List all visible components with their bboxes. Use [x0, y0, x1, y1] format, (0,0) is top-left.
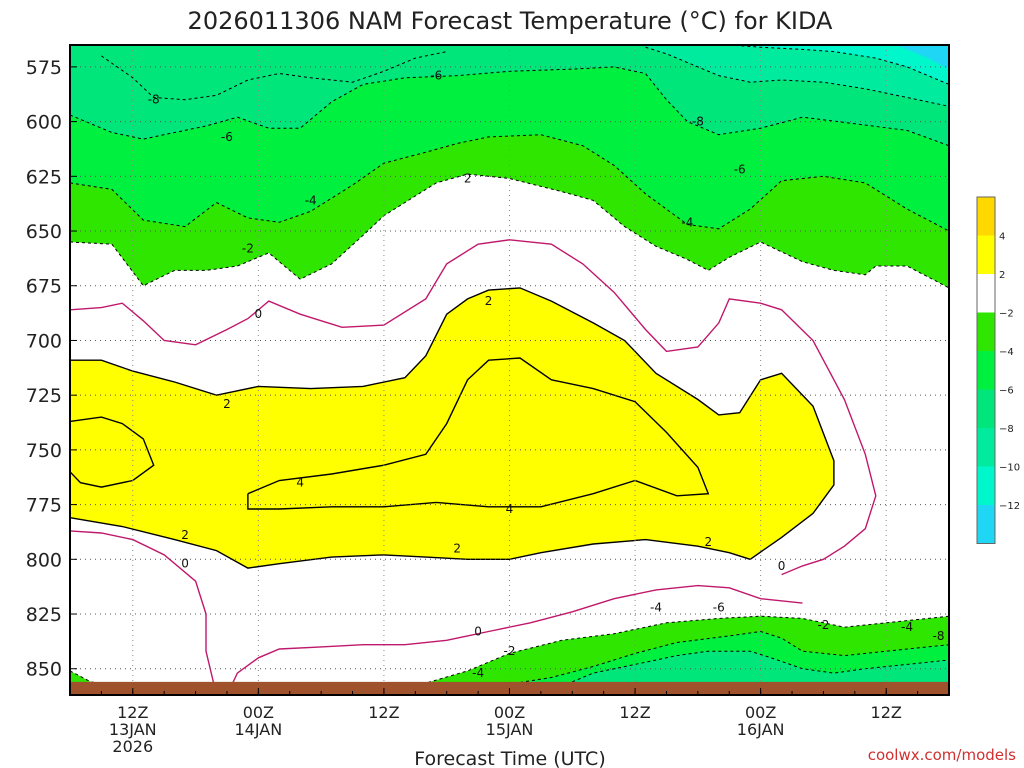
contour-m2-upper: [70, 173, 949, 289]
contour-label: -4: [901, 620, 913, 634]
contour-0-lower: [70, 530, 218, 695]
x-tick-label: 00Z: [494, 703, 525, 722]
colorbar-label: −12: [999, 501, 1020, 512]
contour-label: 0: [255, 307, 263, 321]
contour-label: -6: [713, 600, 725, 614]
contour-label: -2: [242, 242, 254, 256]
contour-m2-lower: [70, 670, 280, 695]
y-tick-label: 675: [26, 276, 62, 298]
contour-label: 2: [464, 172, 472, 186]
contour-m4-lower: [467, 630, 949, 695]
contour-label: -4: [305, 193, 317, 207]
x-tick-label: 16JAN: [737, 720, 785, 739]
contour-2-outer: [70, 287, 835, 569]
contour-label: 2: [223, 397, 231, 411]
band-lte-12-corner: [896, 45, 949, 70]
contour-4-west: [70, 416, 155, 488]
contour-label: 2: [453, 541, 461, 555]
colorbar-bin: [977, 466, 995, 505]
y-tick-label: 700: [26, 330, 62, 352]
x-tick-label: 13JAN: [109, 720, 157, 739]
colorbar-bin: [977, 274, 995, 313]
x-tick-label: 2026: [112, 737, 153, 756]
colorbar-label: 2: [999, 270, 1005, 281]
band-gte-2: [70, 287, 834, 569]
contour-m8-nw: [101, 51, 447, 101]
y-tick-label: 600: [26, 112, 62, 134]
colorbar-bin: [977, 505, 995, 544]
colorbar-bin: [977, 197, 995, 236]
colorbar-label: −2: [999, 309, 1014, 320]
colorbar-label: −8: [999, 424, 1014, 435]
y-tick-label: 775: [26, 495, 62, 517]
y-tick-label: 725: [26, 385, 62, 407]
contour-label: -4: [650, 600, 662, 614]
y-tick-label: 825: [26, 604, 62, 626]
y-tick-label: 850: [26, 659, 62, 681]
axes: 57560062565067570072575077580082585012Z1…: [26, 57, 950, 756]
contour-label: 2: [485, 294, 493, 308]
colorbar: 4 2 −2 −4 −6 −8 −10 −12: [976, 196, 1020, 544]
contour-label: -6: [430, 69, 442, 83]
contour-0-lower-b: [226, 584, 803, 695]
contour-label: 4: [296, 476, 304, 490]
colorbar-bin: [977, 428, 995, 467]
plot-area: -8 -6 -6 -8 -6 -4 2 -4 -2 0 2 2 4 4 2 0 2 2 0 0 -2 -4 -4 -6 -2 -4…: [69, 44, 950, 696]
x-tick-label: 12Z: [368, 703, 399, 722]
colorbar-bin: [977, 312, 995, 351]
colorbar-label: 4: [999, 232, 1005, 243]
colorbar-label: −10: [999, 463, 1020, 474]
x-tick-label: 14JAN: [234, 720, 282, 739]
contour-m8-upper: [645, 46, 949, 107]
x-tick-label: 12Z: [871, 703, 902, 722]
y-tick-label: 750: [26, 440, 62, 462]
y-tick-label: 575: [26, 57, 62, 79]
credit-link[interactable]: coolwx.com/models: [868, 746, 1016, 764]
contour-label: -6: [734, 163, 746, 177]
contour-label: -8: [148, 93, 160, 107]
contour-m4-upper: [70, 134, 949, 232]
x-tick-label: 15JAN: [486, 720, 534, 739]
contour-label: -4: [472, 666, 484, 680]
y-tick-label: 800: [26, 549, 62, 571]
colorbar-label: −6: [999, 386, 1014, 397]
contour-4-main: [247, 357, 710, 510]
contour-label: -6: [221, 130, 233, 144]
contour-0-upper: [70, 239, 877, 576]
contour-label: -4: [681, 215, 693, 229]
contour-label: 0: [474, 625, 482, 639]
chart-title: 2026011306 NAM Forecast Temperature (°C)…: [188, 7, 833, 35]
y-tick-label: 625: [26, 166, 62, 188]
contour-label: 0: [778, 559, 786, 573]
x-tick-label: 12Z: [619, 703, 650, 722]
band-lte-8-upper: [645, 45, 949, 107]
contour-label: 2: [705, 535, 713, 549]
contour-label: 4: [506, 502, 514, 516]
contour-label: -2: [817, 618, 829, 632]
contour-label: -2: [504, 644, 516, 658]
colorbar-frame: [976, 196, 996, 544]
contour-label: 2: [181, 528, 189, 542]
contour-m10-upper: [729, 45, 949, 85]
colorbar-label: −4: [999, 347, 1014, 358]
contour-label: -8: [933, 629, 945, 643]
y-tick-label: 650: [26, 221, 62, 243]
contour-label: -8: [692, 115, 704, 129]
x-tick-label: 00Z: [243, 703, 274, 722]
x-axis-label: Forecast Time (UTC): [414, 748, 605, 768]
x-tick-label: 12Z: [117, 703, 148, 722]
band-lte-10-upper: [729, 45, 949, 85]
colorbar-bin: [977, 351, 995, 390]
colorbar-bin: [977, 389, 995, 428]
x-tick-label: 00Z: [745, 703, 776, 722]
contour-label: 0: [181, 557, 189, 571]
contour-m2-lower-b: [362, 615, 949, 694]
colorbar-bin: [977, 235, 995, 274]
